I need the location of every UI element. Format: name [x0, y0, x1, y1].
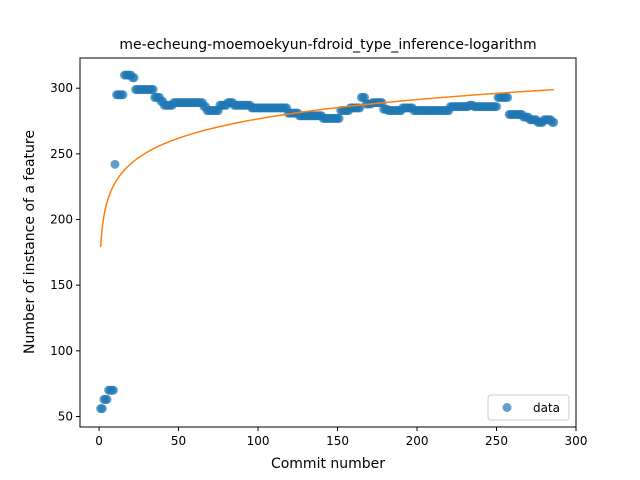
- fit-line: [99, 88, 554, 248]
- x-tick-label: 300: [565, 434, 588, 448]
- plot-area: [96, 70, 559, 414]
- legend: data: [487, 394, 570, 421]
- y-axis-ticks: 50 100 150 200 250 300: [50, 81, 80, 423]
- legend-marker-data: [502, 403, 512, 412]
- data-point: [102, 394, 112, 404]
- y-tick-label: 250: [50, 147, 73, 161]
- data-point: [334, 113, 344, 123]
- x-tick-label: 100: [247, 434, 270, 448]
- y-tick-label: 150: [50, 278, 73, 292]
- y-tick-label: 50: [58, 409, 73, 423]
- data-point: [108, 385, 118, 395]
- y-axis-label: Number of instance of a feature: [22, 130, 38, 354]
- x-tick-label: 250: [485, 434, 508, 448]
- data-point: [97, 404, 107, 414]
- y-tick-label: 200: [50, 213, 73, 227]
- x-tick-label: 200: [406, 434, 429, 448]
- x-axis-label: Commit number: [271, 456, 385, 472]
- data-point: [503, 92, 513, 102]
- chart-title: me-echeung-moemoekyun-fdroid_type_infere…: [119, 37, 536, 53]
- legend-box: [487, 394, 570, 421]
- data-point: [129, 73, 139, 83]
- x-axis-ticks: 0 50 100 150 200 250 300: [95, 427, 587, 448]
- x-tick-label: 0: [95, 434, 103, 448]
- y-tick-label: 300: [50, 81, 73, 95]
- data-point: [118, 90, 128, 100]
- plot-frame: [79, 57, 577, 428]
- legend-label-data: data: [533, 401, 560, 415]
- data-point: [148, 85, 158, 95]
- x-tick-label: 50: [171, 434, 186, 448]
- data-point: [492, 102, 502, 112]
- y-tick-label: 100: [50, 344, 73, 358]
- data-point: [110, 159, 120, 169]
- data-point: [549, 117, 559, 127]
- x-tick-label: 150: [326, 434, 349, 448]
